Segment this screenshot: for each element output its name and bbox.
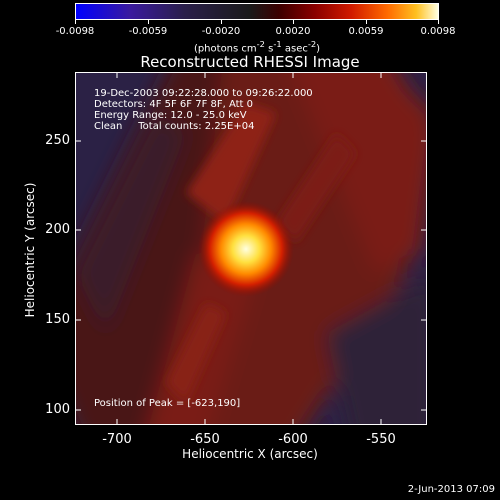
rhessi-image-canvas: [76, 73, 426, 424]
rhessi-image: 19-Dec-2003 09:22:28.000 to 09:26:22.000…: [75, 72, 427, 425]
y-tick-label: 100: [45, 402, 70, 417]
x-tick-label: -550: [366, 432, 396, 447]
colorbar-tick-label: 0.0098: [420, 26, 456, 37]
image-title: Reconstructed RHESSI Image: [140, 53, 360, 71]
colorbar-tick-label: 0.0059: [348, 26, 384, 37]
y-tick-label: 150: [45, 312, 70, 327]
time-range: 19-Dec-2003 09:22:28.000 to 09:26:22.000: [94, 88, 313, 99]
date-stamp: 2-Jun-2013 07:09: [407, 484, 495, 495]
x-axis-label: Heliocentric X (arcsec): [182, 447, 318, 461]
colorbar-tick-label: -0.0020: [201, 26, 241, 37]
x-tick-label: -650: [190, 432, 220, 447]
colorbar-tick-label: 0.0020: [275, 26, 311, 37]
energy-range: Energy Range: 12.0 - 25.0 keV: [94, 110, 247, 121]
x-tick-label: -700: [102, 432, 132, 447]
y-tick-label: 250: [45, 133, 70, 148]
colorbar-tick-label: -0.0098: [55, 26, 95, 37]
x-tick-label: -600: [278, 432, 308, 447]
y-tick-label: 200: [45, 222, 70, 237]
colorbar-tick-label: -0.0059: [128, 26, 168, 37]
y-axis-label: Heliocentric Y (arcsec): [23, 182, 37, 318]
colorbar: [75, 3, 439, 20]
colorbar-unit: (photons cm-2 s-1 asec-2): [193, 39, 321, 55]
detectors-info: Detectors: 4F 5F 6F 7F 8F, Att 0: [94, 99, 254, 110]
peak-position: Position of Peak = [-623,190]: [94, 398, 241, 409]
clean-total-counts: Clean Total counts: 2.25E+04: [94, 121, 255, 132]
